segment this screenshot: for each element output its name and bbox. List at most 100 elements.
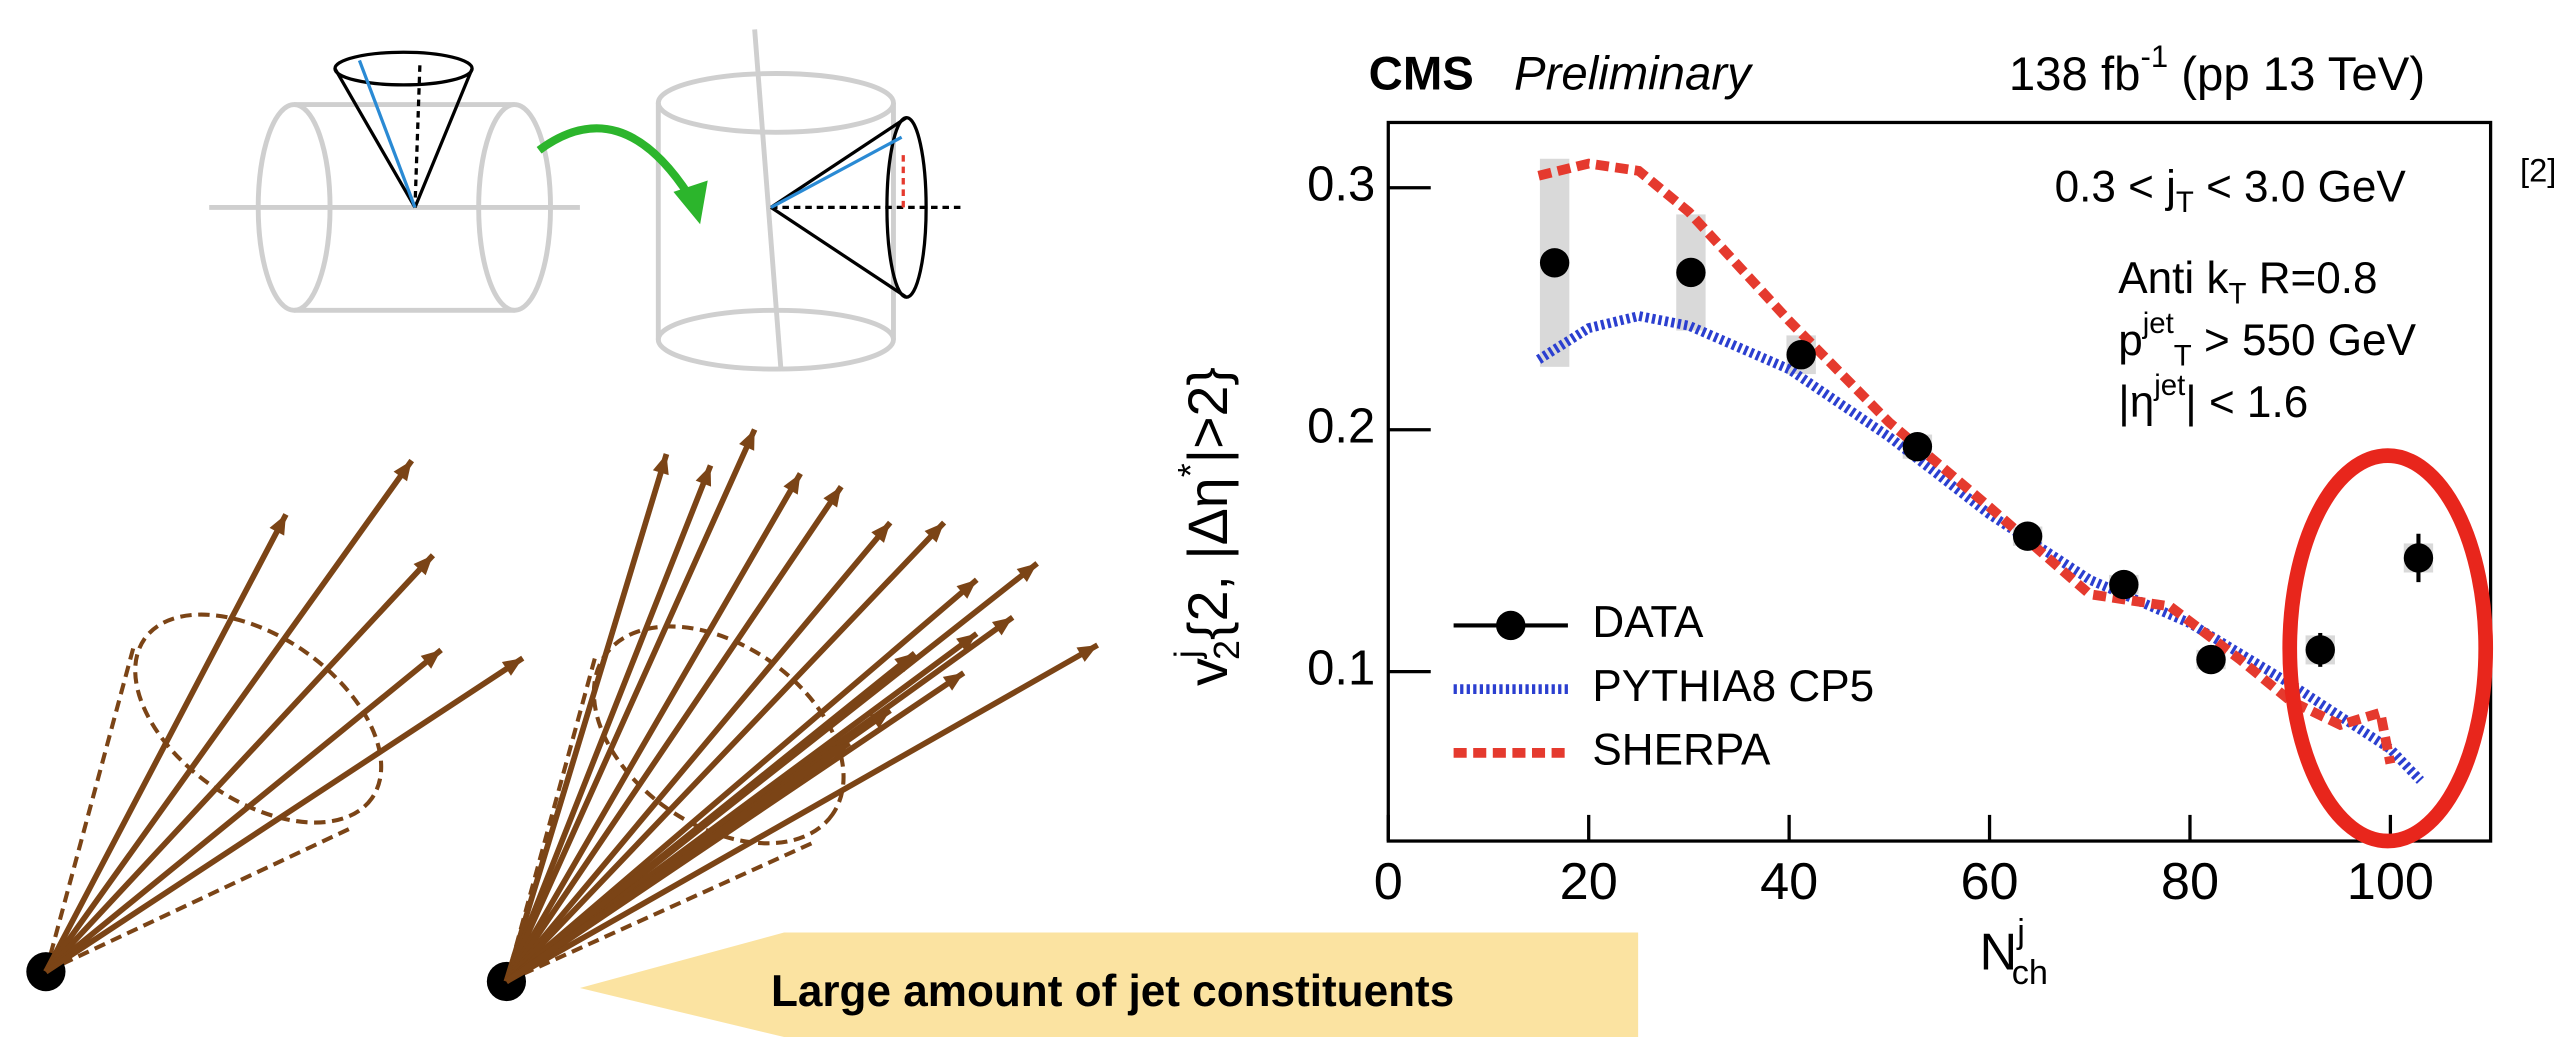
x-label-text: N [1979, 923, 2017, 981]
jet-arrowhead [739, 429, 755, 451]
jet-track [503, 453, 670, 983]
x-tick-label: 40 [1760, 853, 1818, 911]
x-axis-label: Nj ch [1979, 913, 2048, 992]
jet-arrowhead [956, 579, 977, 599]
annotation-sub: T [2174, 339, 2192, 372]
lumi: 138 fb-1 (pp 13 TeV) [2009, 39, 2425, 100]
jet-track [44, 647, 443, 974]
banner-text: Large amount of jet constituents [771, 967, 1454, 1016]
banner-arrow [579, 932, 1639, 1037]
jet-track [43, 553, 436, 974]
jet-track [44, 655, 525, 975]
reference: [2] [2520, 152, 2556, 189]
chart: CMS Preliminary 138 fb-1 (pp 13 TeV) 0.3… [1167, 39, 2494, 992]
x-tick-label: 60 [1960, 853, 2018, 911]
annotation-sub: T [2229, 277, 2247, 310]
jet-arrowhead [420, 649, 442, 669]
jet-track [504, 520, 893, 984]
lumi-text: 138 fb [2009, 47, 2141, 100]
annotation-text: |η [2118, 378, 2154, 427]
jet-arrowhead [828, 743, 850, 761]
annotation-sup: jet [2142, 307, 2174, 340]
y-axis-label: vj2{2, |Δη*|>2} [1167, 367, 1247, 686]
data-point [2403, 543, 2434, 573]
x-tick-label: 100 [2347, 853, 2434, 911]
y-tick-label: 0.3 [1307, 158, 1375, 212]
jet-arrowhead [783, 473, 801, 495]
annotation: 0.3 < jT < 3.0 GeV [2055, 162, 2407, 219]
jet-track [43, 513, 289, 974]
annotation-text: p [2118, 316, 2143, 365]
annotation-text: < 3.0 GeV [2194, 162, 2407, 211]
x-tick-label: 20 [1560, 853, 1618, 911]
data-point [1902, 431, 1933, 462]
y-label-text: {2, |Δη [1177, 477, 1239, 640]
jet-diagram [26, 428, 1100, 1002]
jet-arrowhead [823, 486, 842, 508]
lumi-sup: -1 [2140, 39, 2168, 74]
jet-arrowhead [501, 658, 523, 676]
jet-arrowhead [652, 453, 669, 476]
highlight-ellipse [2282, 448, 2494, 849]
model-curve [1535, 311, 2425, 784]
x-tick-label: 80 [2161, 853, 2219, 911]
jet-track [503, 464, 714, 983]
y-label-text: |>2} [1177, 367, 1239, 463]
annotation-text: Anti k [2118, 254, 2229, 303]
y-tick-label: 0.2 [1307, 400, 1375, 454]
data-point [1786, 340, 1816, 370]
y-tick-label: 0.1 [1307, 642, 1375, 696]
data-point [2305, 635, 2335, 665]
legend-label: DATA [1592, 598, 1704, 647]
data-point [1539, 248, 1570, 278]
jet-arrowhead [413, 555, 433, 576]
jet-track [504, 485, 844, 984]
y-label-sub: 2 [1206, 640, 1247, 660]
model-curve [1537, 158, 2396, 765]
annotation-text: 0.3 < j [2055, 162, 2176, 211]
jet-arrowhead [894, 653, 915, 672]
y-label-sup: j [1167, 650, 1208, 659]
plot-frame [1386, 120, 2493, 843]
annotation-sub: T [2176, 186, 2194, 219]
jet-arrowhead [956, 633, 977, 652]
jet-track [43, 458, 415, 974]
chart-subtitle: Preliminary [1514, 47, 1754, 100]
jet-arrowhead [991, 617, 1013, 636]
annotation-text: R=0.8 [2246, 254, 2377, 303]
cylinder-diagram [209, 29, 896, 372]
jet-arrowhead [695, 465, 712, 487]
data-point [2109, 569, 2139, 600]
cone-diagram [333, 50, 964, 299]
jet-track [503, 428, 758, 983]
jet-track [504, 577, 979, 984]
jet-arrowhead [942, 672, 964, 691]
legend-label: SHERPA [1592, 725, 1771, 774]
jet-arrowhead [871, 522, 891, 543]
jet-arrowhead [269, 514, 286, 536]
y-label-text: v [1177, 658, 1239, 686]
jet-arrowhead [1016, 563, 1038, 583]
jet-track [504, 740, 852, 984]
data-point [1676, 257, 1706, 288]
annotation: |ηjet| < 1.6 [2118, 369, 2308, 427]
jet-track [505, 642, 1100, 984]
annotation: Anti kT R=0.8 [2118, 254, 2377, 311]
jet-arrowhead [869, 710, 891, 729]
annotation-sup: jet [2153, 369, 2185, 402]
jet-track [504, 520, 947, 984]
jet-track [504, 651, 917, 984]
x-label-sub: ch [2012, 954, 2048, 992]
jet-arrowhead [1076, 645, 1098, 662]
chart-title: CMS [1369, 47, 1474, 100]
legend-label: PYTHIA8 CP5 [1592, 662, 1874, 711]
jet-arrowhead [393, 460, 412, 482]
data-point [2196, 644, 2226, 675]
lumi-text: (pp 13 TeV) [2168, 47, 2425, 100]
annotation-text: > 550 GeV [2192, 316, 2417, 365]
y-label-sup: * [1170, 463, 1211, 477]
x-label-sup: j [2016, 913, 2025, 951]
legend-marker [1496, 610, 1526, 641]
